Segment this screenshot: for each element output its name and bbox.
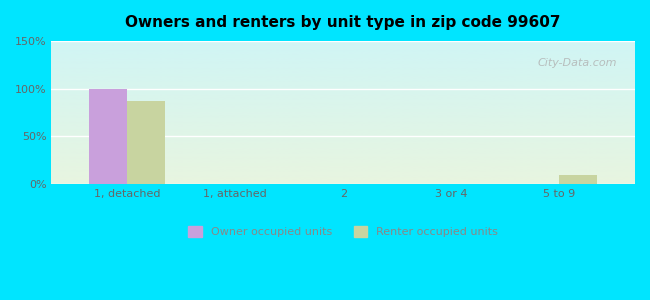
Legend: Owner occupied units, Renter occupied units: Owner occupied units, Renter occupied un… xyxy=(184,221,502,242)
Title: Owners and renters by unit type in zip code 99607: Owners and renters by unit type in zip c… xyxy=(125,15,561,30)
Bar xyxy=(560,175,597,184)
Text: City-Data.com: City-Data.com xyxy=(538,58,617,68)
Bar xyxy=(89,89,127,184)
Bar xyxy=(127,101,165,184)
